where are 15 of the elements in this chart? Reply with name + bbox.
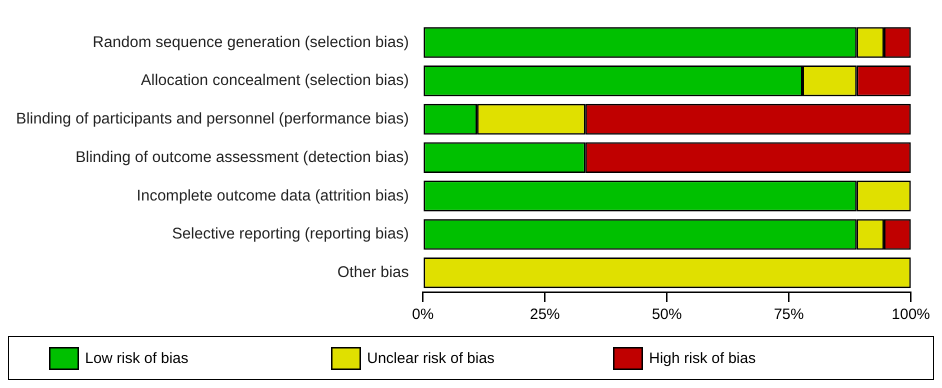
y-tick-label: Other bias	[337, 264, 410, 282]
legend-label: Unclear risk of bias	[367, 350, 495, 366]
x-tick-label: 50%	[652, 306, 682, 324]
x-tick-label: 25%	[530, 306, 560, 324]
y-tick-label: Allocation concealment (selection bias)	[140, 72, 409, 90]
x-tick-label: 0%	[412, 306, 434, 324]
legend-label: Low risk of bias	[85, 350, 188, 366]
y-tick-label: Blinding of participants and personnel (performance bias)	[16, 110, 409, 128]
y-tick-label: Incomplete outcome data (attrition bias)	[136, 187, 409, 204]
legend-label: High risk of bias	[649, 350, 756, 366]
y-tick-label: Selective reporting (reporting bias)	[172, 226, 409, 243]
x-tick-label: 75%	[774, 306, 804, 324]
y-tick-label: Blinding of outcome assessment (detection bias)	[75, 148, 409, 166]
y-tick-label: Random sequence generation (selection bias)	[92, 34, 409, 51]
x-tick-label: 100%	[892, 306, 930, 324]
